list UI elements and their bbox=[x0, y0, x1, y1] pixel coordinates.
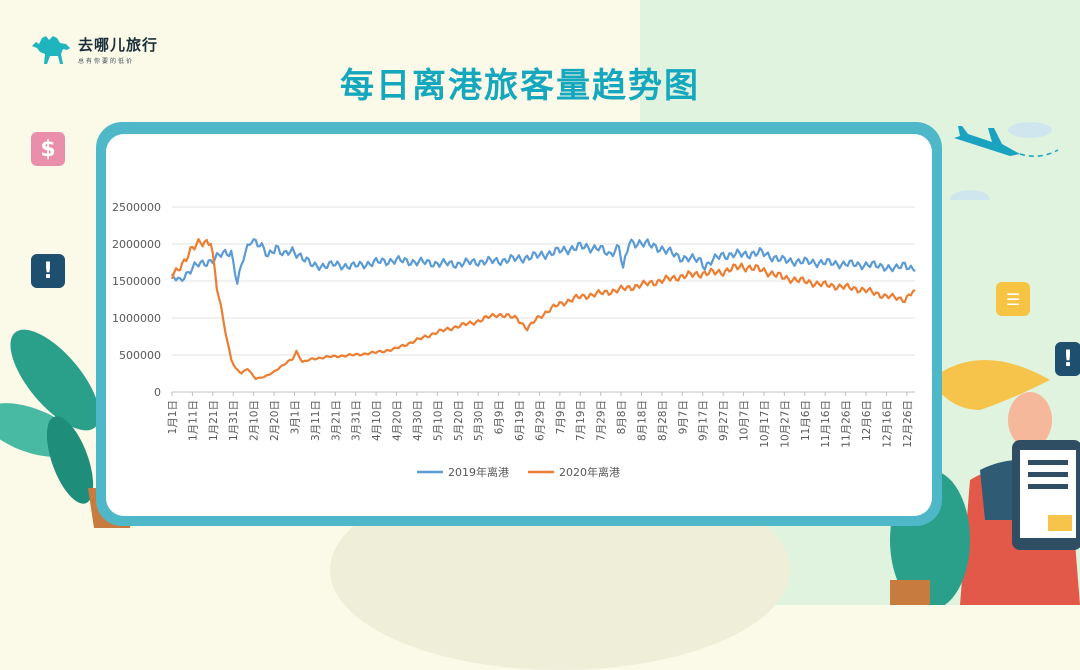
x-tick-label: 7月19日 bbox=[575, 400, 587, 441]
legend-label: 2019年离港 bbox=[448, 465, 509, 479]
x-tick-label: 6月29日 bbox=[534, 400, 546, 441]
brand-slogan: 总有你要的低价 bbox=[78, 57, 135, 65]
y-tick-label: 1500000 bbox=[112, 275, 161, 288]
x-tick-label: 4月30日 bbox=[412, 400, 424, 441]
x-tick-label: 12月6日 bbox=[861, 400, 873, 441]
x-tick-label: 10月17日 bbox=[759, 400, 771, 448]
x-tick-label: 2月10日 bbox=[249, 400, 261, 441]
x-tick-label: 4月20日 bbox=[392, 400, 404, 441]
y-tick-label: 500000 bbox=[119, 349, 161, 362]
document-icon: ☰ bbox=[996, 282, 1030, 316]
camel-logo-icon bbox=[32, 36, 70, 64]
x-tick-label: 11月16日 bbox=[820, 400, 832, 448]
chart-gridlines bbox=[172, 206, 915, 393]
airplane-icon bbox=[950, 122, 1059, 200]
x-tick-label: 2月20日 bbox=[269, 400, 281, 441]
x-tick-label: 5月30日 bbox=[473, 400, 485, 441]
x-tick-label: 1月21日 bbox=[208, 400, 220, 441]
legend-label: 2020年离港 bbox=[559, 465, 620, 479]
brand-name: 去哪儿旅行 bbox=[78, 35, 159, 54]
series-line-2019 bbox=[171, 238, 916, 285]
x-tick-label: 1月11日 bbox=[187, 400, 199, 441]
x-tick-label: 10月27日 bbox=[779, 400, 791, 448]
x-tick-label: 8月18日 bbox=[636, 400, 648, 441]
x-tick-label: 6月19日 bbox=[514, 400, 526, 441]
series-line-2020 bbox=[170, 238, 916, 381]
x-tick-label: 1月31日 bbox=[228, 400, 240, 441]
y-tick-label: 2500000 bbox=[112, 201, 161, 214]
x-tick-label: 4月10日 bbox=[371, 400, 383, 441]
x-tick-label: 9月17日 bbox=[698, 400, 710, 441]
x-tick-label: 11月6日 bbox=[800, 400, 812, 441]
x-tick-label: 7月9日 bbox=[555, 400, 567, 434]
x-tick-label: 8月8日 bbox=[616, 400, 628, 434]
x-tick-label: 7月29日 bbox=[596, 400, 608, 441]
person-icon bbox=[890, 360, 1080, 605]
dollar-icon: $ bbox=[31, 132, 65, 166]
x-tick-label: 3月1日 bbox=[289, 400, 301, 434]
y-tick-label: 2000000 bbox=[112, 238, 161, 251]
x-tick-label: 9月7日 bbox=[677, 400, 689, 434]
x-tick-label: 9月27日 bbox=[718, 400, 730, 441]
alert-icon: ! bbox=[31, 254, 65, 288]
leaf-decoration-left bbox=[0, 329, 100, 504]
x-tick-label: 11月26日 bbox=[841, 400, 853, 448]
x-tick-label: 5月20日 bbox=[453, 400, 465, 441]
x-tick-label: 5月10日 bbox=[432, 400, 444, 441]
y-tick-label: 0 bbox=[154, 386, 161, 399]
brand-logo[interactable]: 去哪儿旅行 总有你要的低价 bbox=[30, 32, 158, 66]
x-tick-label: 12月26日 bbox=[902, 400, 914, 448]
x-tick-label: 3月21日 bbox=[330, 400, 342, 441]
page-title: 每日离港旅客量趋势图 bbox=[340, 66, 700, 106]
x-tick-label: 6月9日 bbox=[494, 400, 506, 434]
x-tick-label: 12月16日 bbox=[881, 400, 893, 448]
chart-panel bbox=[106, 134, 932, 516]
line-chart: 0 500000 1000000 1500000 2000000 2500000 1月1日… bbox=[112, 201, 916, 479]
y-tick-label: 1000000 bbox=[112, 312, 161, 325]
x-axis: 1月1日 1月11日 1月21日 1月31日 2月10日 2月20日 3月1日 3月11日 3月… bbox=[167, 392, 914, 448]
chart-legend: 2019年离港 2020年离港 bbox=[417, 465, 620, 479]
x-tick-label: 10月7日 bbox=[739, 400, 751, 441]
y-axis: 0 500000 1000000 1500000 2000000 2500000 bbox=[112, 201, 161, 399]
chart-series bbox=[170, 238, 916, 381]
x-tick-label: 3月31日 bbox=[351, 400, 363, 441]
x-tick-label: 1月1日 bbox=[167, 400, 179, 434]
alert-icon-right: ! bbox=[1055, 342, 1080, 376]
x-tick-label: 8月28日 bbox=[657, 400, 669, 441]
x-tick-label: 3月11日 bbox=[310, 400, 322, 441]
